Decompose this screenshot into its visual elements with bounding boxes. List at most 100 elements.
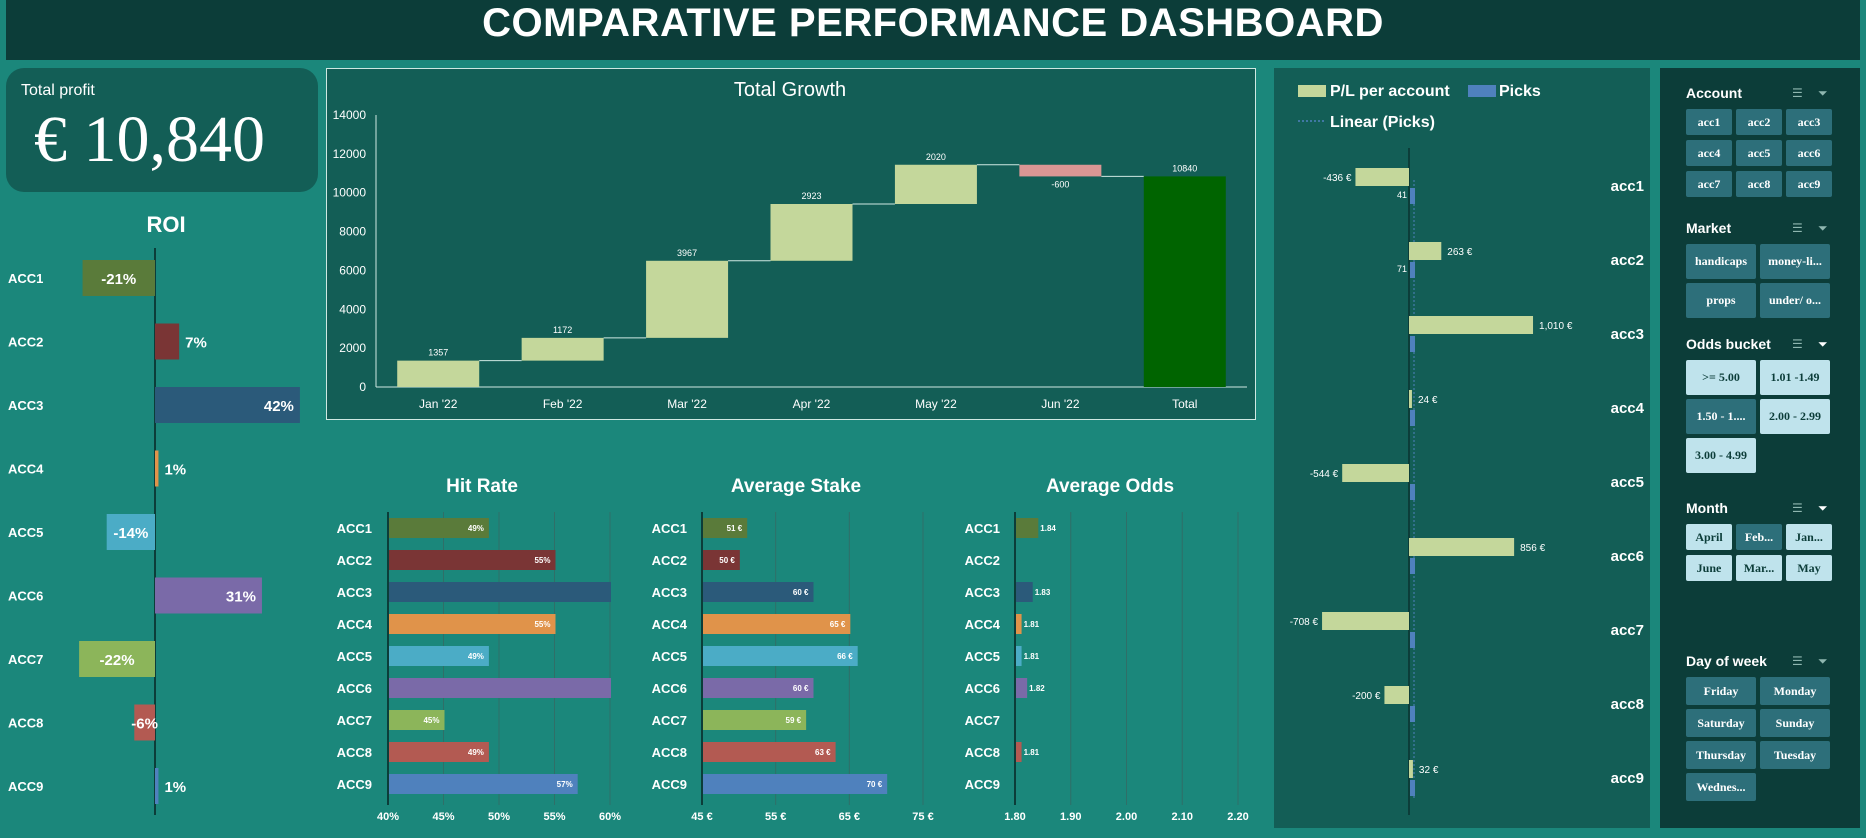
hit_rate-value-label: 45% [423,716,439,725]
slicer-item[interactable]: Mar... [1736,555,1782,581]
picks-bar [1410,780,1415,796]
growth-x-tick-label: Mar '22 [667,397,707,411]
slicer-item[interactable]: 1.50 - 1.... [1686,399,1756,434]
slicer-item[interactable]: May [1786,555,1832,581]
roi-bar [106,514,155,550]
slicer-item[interactable]: props [1686,283,1756,318]
clear-filter-icon[interactable]: ⏷ [1818,221,1828,235]
slicer-item[interactable]: under/ o... [1760,283,1830,318]
hit_rate-value-label: 55% [534,556,550,565]
slicer-item[interactable]: acc7 [1686,171,1732,197]
hit_rate-value-label: 57% [557,780,573,789]
slicer-item[interactable]: Saturday [1686,709,1756,737]
slicer-item[interactable]: June [1686,555,1732,581]
roi-bar [155,768,159,804]
avg_odds-category-label: ACC8 [965,745,1000,760]
roi-category-label: ACC8 [8,716,43,731]
growth-value-label: -600 [1051,179,1069,189]
multi-select-icon[interactable]: ☰ [1792,337,1803,351]
multi-select-icon[interactable]: ☰ [1792,221,1803,235]
avg_odds-value-label: 1.83 [1035,588,1051,597]
growth-y-tick-label: 4000 [339,302,366,316]
hit_rate-bar [389,582,611,602]
total-profit-value: € 10,840 [34,103,265,176]
hit_rate-title: Hit Rate [446,476,518,497]
slicer-item[interactable]: acc1 [1686,109,1732,135]
growth-y-tick-label: 8000 [339,225,366,239]
clear-filter-icon[interactable]: ⏷ [1818,86,1828,100]
avg_stake-value-label: 70 € [867,780,883,789]
hit_rate-bar [389,710,445,730]
growth-x-tick-label: Jan '22 [419,397,458,411]
hit_rate-category-label: ACC4 [337,617,373,632]
avg_odds-x-tick-label: 2.20 [1227,811,1248,823]
slicer-item[interactable]: Wednes... [1686,773,1756,801]
roi-value-label: -21% [101,271,136,288]
slicer-item[interactable]: 2.00 - 2.99 [1760,399,1830,434]
avg_odds-bar [1016,614,1022,634]
multi-select-icon[interactable]: ☰ [1792,654,1803,668]
hit_rate-category-label: ACC3 [337,585,372,600]
multi-select-icon[interactable]: ☰ [1792,501,1803,515]
slicer-item[interactable]: Tuesday [1760,741,1830,769]
multi-select-icon[interactable]: ☰ [1792,86,1803,100]
slicer-item[interactable]: Feb... [1736,524,1782,550]
hit_rate-x-tick-label: 45% [432,811,454,823]
avg_stake-category-label: ACC4 [652,617,688,632]
growth-bar [1019,164,1102,177]
picks-bar [1410,336,1415,352]
growth-value-label: 10840 [1172,163,1197,173]
growth-value-label: 1357 [428,348,448,358]
clear-filter-icon[interactable]: ⏷ [1818,337,1828,351]
avg_odds-value-label: 1.82 [1029,684,1045,693]
picks-bar [1410,632,1415,648]
avg_odds-category-label: ACC2 [965,553,1000,568]
pl-value-label: -708 € [1290,617,1319,628]
roi-value-label: 1% [164,779,186,796]
picks-bar [1410,188,1415,204]
pl-bar [1409,390,1412,408]
slicer-item[interactable]: acc5 [1736,140,1782,166]
slicer-item[interactable]: money-li... [1760,244,1830,279]
slicer-item[interactable]: Sunday [1760,709,1830,737]
avg_stake-value-label: 59 € [786,716,802,725]
pl-bar [1409,760,1413,778]
growth-value-label: 2923 [801,191,821,201]
slicer-item[interactable]: Monday [1760,677,1830,705]
avg_stake-value-label: 63 € [815,748,831,757]
avg_odds-value-label: 1.84 [1040,524,1056,533]
roi-category-label: ACC3 [8,398,43,413]
slicer-item[interactable]: acc4 [1686,140,1732,166]
roi-category-label: ACC6 [8,589,43,604]
slicer-item[interactable]: acc6 [1786,140,1832,166]
slicer-item[interactable]: Friday [1686,677,1756,705]
growth-y-tick-label: 0 [359,380,366,394]
pl-bar [1342,464,1409,482]
dashboard-header: COMPARATIVE PERFORMANCE DASHBOARD [6,0,1860,60]
slicer-item[interactable]: handicaps [1686,244,1756,279]
slicer-item[interactable]: acc8 [1736,171,1782,197]
clear-filter-icon[interactable]: ⏷ [1818,501,1828,515]
slicer-item[interactable]: Thursday [1686,741,1756,769]
slicer-item[interactable]: 3.00 - 4.99 [1686,438,1756,473]
avg_odds-category-label: ACC9 [965,777,1000,792]
hit_rate-category-label: ACC7 [337,713,372,728]
slicer-item[interactable]: Jan... [1786,524,1832,550]
pl-category-label: acc7 [1611,622,1644,639]
slicer-item[interactable]: acc3 [1786,109,1832,135]
avg_stake-bar [703,518,748,538]
hit_rate-bar [389,614,556,634]
hit_rate-x-tick-label: 60% [599,811,621,823]
slicer-item[interactable]: acc2 [1736,109,1782,135]
pl-category-label: acc1 [1611,178,1644,195]
pl-category-label: acc5 [1611,474,1644,491]
roi-title: ROI [146,212,185,237]
avg_odds-category-label: ACC4 [965,617,1001,632]
slicer-item[interactable]: April [1686,524,1732,550]
avg_stake-bar [703,550,740,570]
slicer-item[interactable]: 1.01 -1.49 [1760,360,1830,395]
clear-filter-icon[interactable]: ⏷ [1818,654,1828,668]
slicer-item[interactable]: acc9 [1786,171,1832,197]
pl-value-label: 32 € [1419,765,1439,776]
slicer-item[interactable]: >= 5.00 [1686,360,1756,395]
